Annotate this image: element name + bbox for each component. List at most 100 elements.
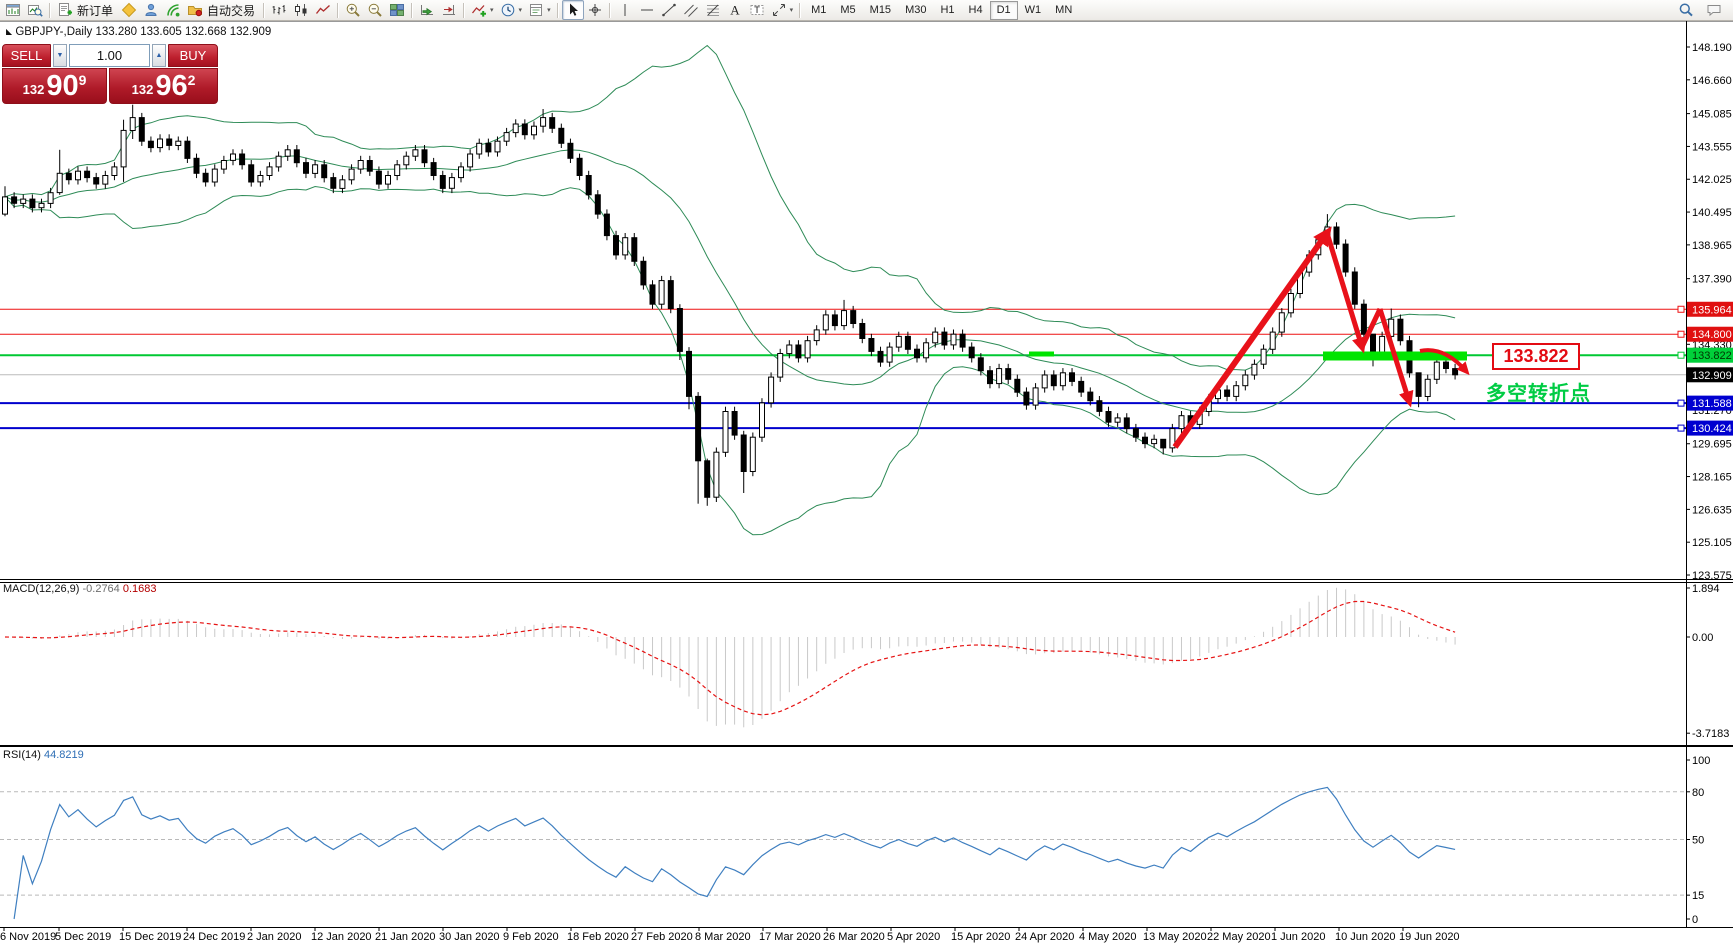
- date-tick-label: 30 Jan 2020: [439, 931, 500, 943]
- candle: [1260, 348, 1267, 365]
- candle: [841, 310, 847, 327]
- candle: [1415, 372, 1422, 397]
- small-arrow-annotation[interactable]: [1419, 348, 1470, 376]
- candle: [676, 308, 683, 352]
- tile-windows-button[interactable]: [386, 0, 408, 20]
- candle: [932, 331, 939, 344]
- horizontal-line-tool[interactable]: [636, 0, 658, 20]
- candle: [303, 162, 309, 174]
- sell-price[interactable]: 132 90 9: [2, 68, 107, 104]
- candle: [138, 117, 145, 142]
- line-anchor-handle[interactable]: [1677, 399, 1685, 407]
- vertical-line-tool[interactable]: [614, 0, 636, 20]
- timeframe-m15[interactable]: M15: [869, 3, 892, 16]
- rsi-axis-label: 0: [1692, 914, 1698, 926]
- trendline-tool[interactable]: [658, 0, 680, 20]
- volume-up-button[interactable]: ▲: [152, 44, 166, 67]
- support-band-annotation[interactable]: [1029, 351, 1054, 357]
- oneclick-toggle-icon[interactable]: ◣: [6, 27, 13, 36]
- candle: [640, 260, 647, 286]
- fibo-icon: [705, 2, 721, 18]
- buy-price[interactable]: 132 96 2: [109, 68, 218, 104]
- bar-chart-button[interactable]: [268, 0, 290, 20]
- trend-arrow-annotation[interactable]: [1324, 232, 1367, 354]
- virtual-hosting-button[interactable]: [140, 0, 162, 20]
- buy-button[interactable]: BUY: [168, 44, 218, 67]
- symbol-ohlc: 133.280 133.605 132.668 132.909: [95, 26, 272, 38]
- candle: [1078, 380, 1085, 393]
- chart-shift-button[interactable]: [438, 0, 460, 20]
- volume-input[interactable]: [69, 44, 150, 67]
- candle: [166, 138, 173, 146]
- timeframe-h1[interactable]: H1: [940, 3, 955, 16]
- macd-histogram: [13, 587, 1456, 728]
- candle: [421, 149, 428, 164]
- timeframe-mn[interactable]: MN: [1055, 3, 1073, 16]
- mql-community-button[interactable]: [118, 0, 140, 20]
- candle: [950, 333, 957, 346]
- autotrading-button-label: 自动交易: [207, 3, 256, 18]
- timeframe-m30[interactable]: M30: [905, 3, 927, 16]
- line-anchor-handle[interactable]: [1677, 305, 1685, 313]
- price-tick-label: 142.025: [1692, 174, 1732, 186]
- candle: [348, 168, 355, 181]
- toolbar-separator: [463, 2, 466, 18]
- trend-arrow-annotation[interactable]: [1377, 308, 1414, 408]
- crosshair-tool-button[interactable]: [584, 0, 606, 20]
- chat-button[interactable]: [1703, 0, 1725, 20]
- candle: [1151, 438, 1158, 445]
- toolbar-group: ▾ ▾ ▾: [468, 0, 554, 20]
- text-label-tool[interactable]: T: [746, 0, 768, 20]
- new-chart-button[interactable]: [2, 0, 24, 20]
- chart-profiles-button[interactable]: [24, 0, 46, 20]
- timeframe-m1[interactable]: M1: [811, 3, 827, 16]
- timeframe-m5[interactable]: M5: [840, 3, 856, 16]
- templates-button[interactable]: ▾: [525, 0, 554, 20]
- trend-arrow-annotation[interactable]: [1172, 226, 1332, 449]
- zoom-out-button[interactable]: [364, 0, 386, 20]
- autotrading-button[interactable]: 自动交易: [184, 0, 260, 20]
- candle: [1443, 361, 1449, 370]
- candle: [1169, 428, 1176, 449]
- timeframe-d1[interactable]: D1: [989, 0, 1018, 20]
- line-anchor-handle[interactable]: [1677, 351, 1685, 359]
- turning-point-annotation[interactable]: 多空转折点: [1486, 383, 1591, 405]
- signals-button[interactable]: [162, 0, 184, 20]
- indicators-button[interactable]: ▾: [468, 0, 497, 20]
- new-order-button[interactable]: 新订单: [54, 0, 118, 20]
- timeframe-h4[interactable]: H4: [968, 3, 983, 16]
- search-button[interactable]: [1675, 0, 1697, 20]
- line-anchor-handle[interactable]: [1677, 330, 1685, 338]
- candle: [667, 280, 674, 310]
- line-anchor-handle[interactable]: [1677, 424, 1685, 432]
- text-tool[interactable]: A: [724, 0, 746, 20]
- periods-button[interactable]: ▾: [497, 0, 526, 20]
- toolbar-separator: [263, 2, 266, 18]
- price-tick-label: 125.105: [1692, 537, 1732, 549]
- line-chart-button[interactable]: [312, 0, 334, 20]
- cursor-tool-button[interactable]: [561, 0, 584, 20]
- arrows-tool[interactable]: ▾: [768, 0, 797, 20]
- price-flag-label[interactable]: 133.822: [1492, 343, 1580, 370]
- candlestick-chart-button[interactable]: [290, 0, 312, 20]
- toolbar-separator: [799, 2, 802, 18]
- candle: [293, 149, 300, 164]
- fibonacci-tool[interactable]: [702, 0, 724, 20]
- candle: [731, 411, 738, 436]
- sell-button[interactable]: SELL: [2, 44, 51, 67]
- volume-down-button[interactable]: ▼: [53, 44, 67, 67]
- candle: [576, 157, 583, 177]
- auto-scroll-button[interactable]: [416, 0, 438, 20]
- price-badge-131.588-text: 131.588: [1692, 398, 1732, 410]
- candle: [65, 172, 72, 181]
- rsi-value: 44.8219: [43, 749, 84, 761]
- equidistant-channel-tool[interactable]: [680, 0, 702, 20]
- macd-axis-label: 0.00: [1692, 632, 1713, 644]
- candle: [394, 164, 401, 177]
- timeframe-w1[interactable]: W1: [1024, 3, 1042, 16]
- trend-arrow-annotation[interactable]: [1359, 307, 1383, 349]
- zoom-in-button[interactable]: [342, 0, 364, 20]
- price-axis[interactable]: 148.190 146.660 145.085 143.555 142.025 140.4…: [1677, 42, 1733, 926]
